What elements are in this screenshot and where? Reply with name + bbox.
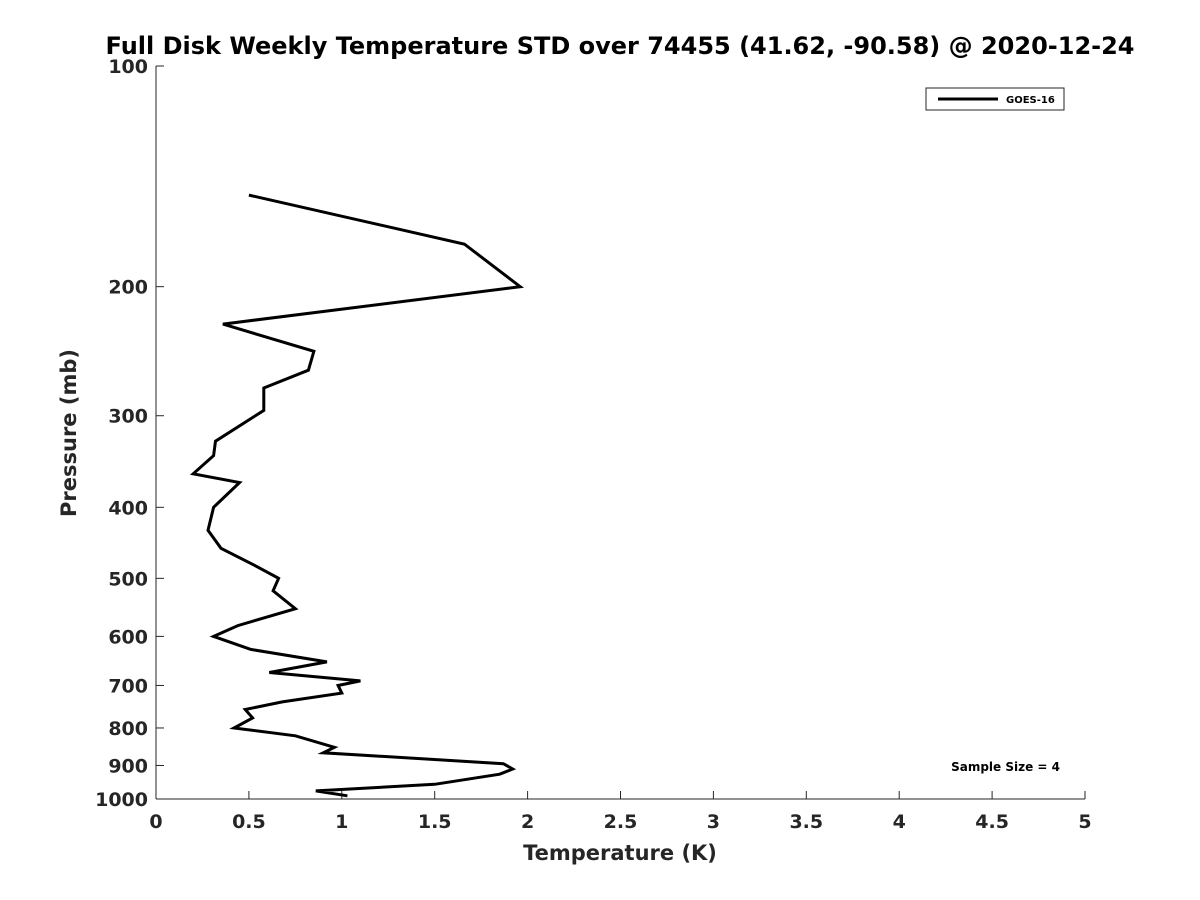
x-tick-label: 0.5 (232, 811, 266, 833)
y-tick-label: 600 (108, 626, 148, 648)
x-tick-label: 2.5 (604, 811, 638, 833)
y-tick-label: 500 (108, 568, 148, 590)
x-axis-label: Temperature (K) (523, 841, 717, 865)
plot-area: 0 0.5 1 1.5 2 2.5 3 3.5 4 4.5 5 100 200 300 400 500 600… (95, 56, 1092, 833)
y-tick-label: 800 (108, 718, 148, 740)
y-tick-label: 400 (108, 497, 148, 519)
sample-size-annotation: Sample Size = 4 (951, 760, 1060, 774)
x-tick-label: 3 (707, 811, 720, 833)
y-tick-label: 900 (108, 755, 148, 777)
x-tick-label: 4.5 (975, 811, 1009, 833)
y-tick-label: 1000 (95, 789, 148, 811)
y-axis-label: Pressure (mb) (57, 349, 81, 517)
y-tick-label: 200 (108, 277, 148, 299)
chart-title: Full Disk Weekly Temperature STD over 74… (106, 32, 1135, 60)
x-ticks: 0 0.5 1 1.5 2 2.5 3 3.5 4 4.5 5 (149, 791, 1092, 833)
series-line-goes-16 (189, 193, 525, 798)
x-tick-label: 5 (1078, 811, 1091, 833)
series-layer (189, 193, 525, 798)
legend-entry-goes-16: GOES-16 (1006, 95, 1055, 106)
x-tick-label: 2 (521, 811, 534, 833)
y-tick-label: 700 (108, 675, 148, 697)
x-tick-label: 0 (149, 811, 162, 833)
x-tick-label: 3.5 (789, 811, 823, 833)
x-tick-label: 1.5 (418, 811, 452, 833)
y-ticks: 100 200 300 400 500 600 700 800 900 1000 (95, 56, 164, 811)
x-tick-label: 1 (335, 811, 348, 833)
x-tick-label: 4 (893, 811, 906, 833)
y-tick-label: 300 (108, 406, 148, 428)
legend: GOES-16 (925, 87, 1065, 111)
y-tick-label: 100 (108, 56, 148, 78)
